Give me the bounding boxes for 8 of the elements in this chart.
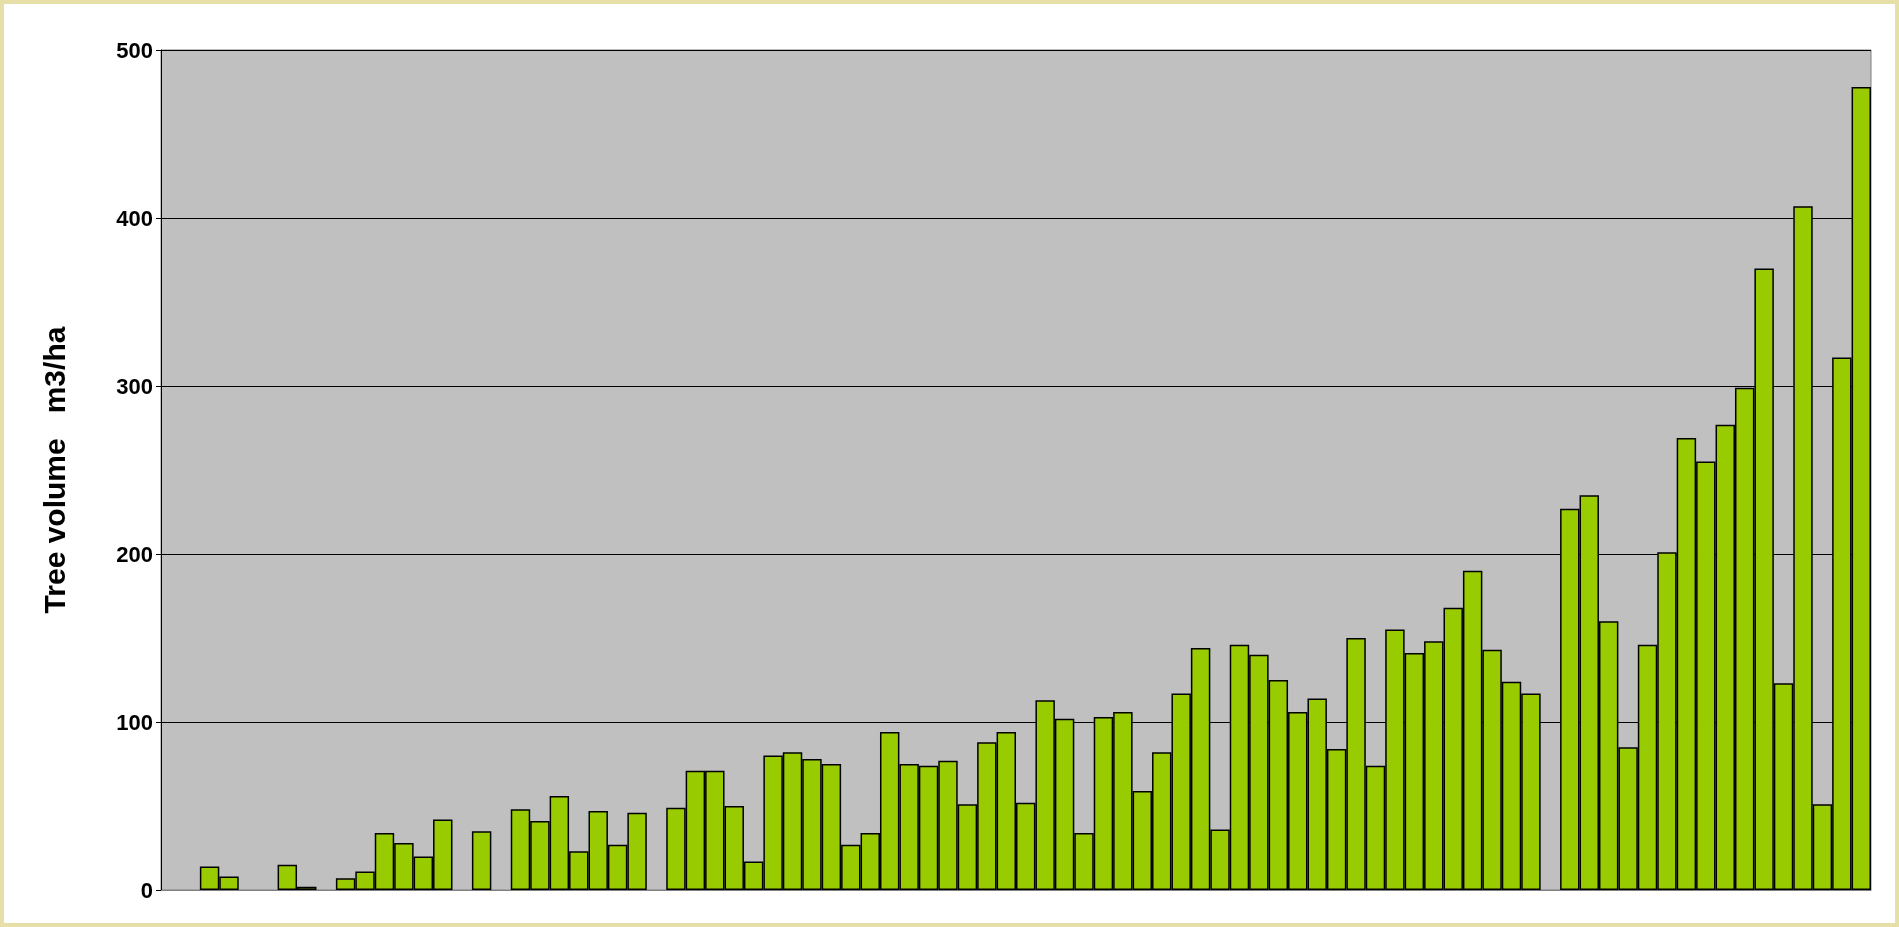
y-tick-label: 0 bbox=[140, 877, 153, 903]
y-tick-label: 300 bbox=[116, 373, 153, 399]
y-tick-label: 200 bbox=[116, 541, 153, 567]
y-tick-label: 100 bbox=[116, 709, 153, 735]
y-tick-label: 400 bbox=[116, 205, 153, 231]
bar bbox=[471, 831, 492, 890]
y-axis-title: Tree volume m3/ha bbox=[37, 326, 71, 614]
y-tick-label: 500 bbox=[116, 37, 153, 63]
